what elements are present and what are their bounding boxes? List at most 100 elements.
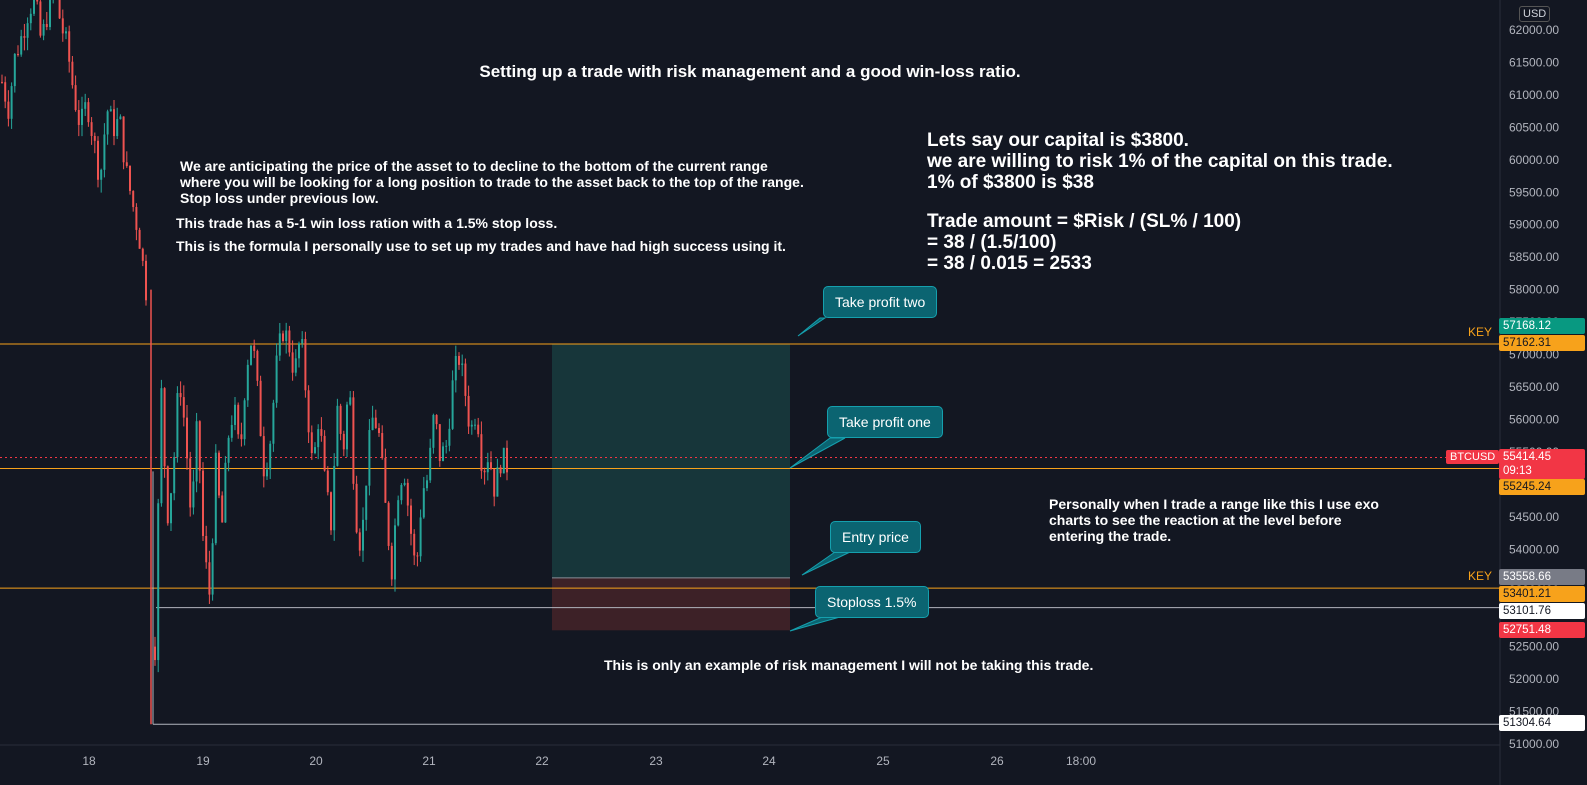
candle-body xyxy=(93,135,96,141)
candle-body xyxy=(202,470,204,536)
y-tick-label: 61500.00 xyxy=(1509,55,1559,69)
candle-body xyxy=(237,404,240,435)
callout-pointer xyxy=(801,551,851,576)
candle-body xyxy=(106,111,109,135)
candle-body xyxy=(4,82,7,102)
candle-body xyxy=(506,447,508,473)
x-tick-label: 26 xyxy=(990,754,1004,768)
exo-chart-note: Personally when I trade a range like thi… xyxy=(1049,496,1379,544)
profit-zone xyxy=(552,343,790,578)
x-tick-label: 20 xyxy=(309,754,323,768)
candle-body xyxy=(141,248,144,261)
candle-body xyxy=(352,397,355,484)
candle-body xyxy=(119,116,122,120)
stoploss-callout[interactable]: Stoploss 1.5% xyxy=(815,586,929,618)
candle-body xyxy=(464,363,467,396)
formula-line: = 38 / 0.015 = 2533 xyxy=(927,253,1092,274)
take-profit-one-callout[interactable]: Take profit one xyxy=(827,406,943,438)
x-tick-label: 18:00 xyxy=(1066,754,1096,768)
candle-body xyxy=(384,457,387,503)
candle-body xyxy=(116,119,119,137)
candle-body xyxy=(432,415,435,448)
candle-body xyxy=(333,465,336,531)
candle-body xyxy=(195,421,198,482)
candle-body xyxy=(435,415,438,425)
candle-body xyxy=(81,108,83,125)
price-axis-tag: 55245.24 xyxy=(1499,479,1585,495)
candle-body xyxy=(454,356,457,381)
candle-body xyxy=(301,339,304,344)
candle-body xyxy=(39,1,42,36)
candle-body xyxy=(275,355,278,403)
candle-body xyxy=(10,86,13,119)
scenario-note: We are anticipating the price of the ass… xyxy=(180,158,804,206)
candle-body xyxy=(426,480,428,489)
candle-body xyxy=(87,102,90,123)
candle-body xyxy=(266,469,268,477)
candle-body xyxy=(413,533,416,556)
candle-body xyxy=(477,424,480,435)
candle-body xyxy=(400,484,403,501)
y-tick-label: 56500.00 xyxy=(1509,380,1559,394)
candle-body xyxy=(45,24,48,28)
entry-price-callout[interactable]: Entry price xyxy=(830,521,921,553)
candle-countdown: 09:13 xyxy=(1499,463,1585,479)
currency-badge[interactable]: USD xyxy=(1519,6,1551,22)
candle-body xyxy=(224,462,227,523)
candle-body xyxy=(214,452,217,544)
y-tick-label: 62000.00 xyxy=(1509,23,1559,37)
candle-body xyxy=(490,462,492,469)
capital-line: we are willing to risk 1% of the capital… xyxy=(927,151,1393,172)
candle-body xyxy=(278,333,281,356)
candle-body xyxy=(100,169,103,180)
candle-body xyxy=(26,23,29,38)
candle-body xyxy=(132,190,135,208)
candle-body xyxy=(326,470,329,493)
candle-body xyxy=(272,402,275,444)
candle-body xyxy=(227,437,230,463)
candle-body xyxy=(346,404,348,450)
candle-body xyxy=(74,85,77,111)
capital-line: Lets say our capital is $3800. xyxy=(927,130,1189,151)
candle-body xyxy=(499,467,502,474)
candle-body xyxy=(84,102,87,109)
candle-body xyxy=(403,482,406,485)
scenario-line: where you will be looking for a long pos… xyxy=(180,174,804,190)
candle-body xyxy=(371,417,374,431)
price-axis-tag: 53401.21 xyxy=(1499,586,1585,602)
y-tick-label: 60500.00 xyxy=(1509,120,1559,134)
candle-body xyxy=(211,543,214,595)
price-axis-tag: 57168.12 xyxy=(1499,318,1585,334)
take-profit-two-callout[interactable]: Take profit two xyxy=(823,286,938,318)
candle-body xyxy=(49,0,51,28)
candle-body xyxy=(355,483,358,533)
candle-body xyxy=(304,339,307,391)
candle-body xyxy=(493,468,496,497)
exo-line: entering the trade. xyxy=(1049,528,1172,544)
candle-body xyxy=(186,417,188,459)
candle-body xyxy=(234,404,236,425)
candle-body xyxy=(179,393,182,398)
candle-body xyxy=(109,109,112,112)
candle-body xyxy=(262,436,265,477)
y-tick-label: 54500.00 xyxy=(1509,510,1559,524)
price-axis-tag: 52751.48 xyxy=(1499,622,1585,638)
candle-body xyxy=(122,116,125,163)
candle-body xyxy=(323,435,326,471)
candle-body xyxy=(77,110,80,125)
candle-body xyxy=(394,525,396,580)
formula-line: Trade amount = $Risk / (SL% / 100) xyxy=(927,211,1242,232)
candle-body xyxy=(138,229,141,249)
candle-body xyxy=(259,380,262,437)
candle-body xyxy=(470,424,473,427)
x-tick-label: 22 xyxy=(535,754,549,768)
candle-body xyxy=(192,481,195,508)
win-loss-note: This trade has a 5-1 win loss ration wit… xyxy=(176,215,558,231)
callout-pointer xyxy=(797,317,827,337)
candle-body xyxy=(429,447,432,481)
y-tick-label: 60000.00 xyxy=(1509,153,1559,167)
x-tick-label: 25 xyxy=(876,754,890,768)
candle-body xyxy=(135,207,138,230)
x-tick-label: 18 xyxy=(82,754,96,768)
